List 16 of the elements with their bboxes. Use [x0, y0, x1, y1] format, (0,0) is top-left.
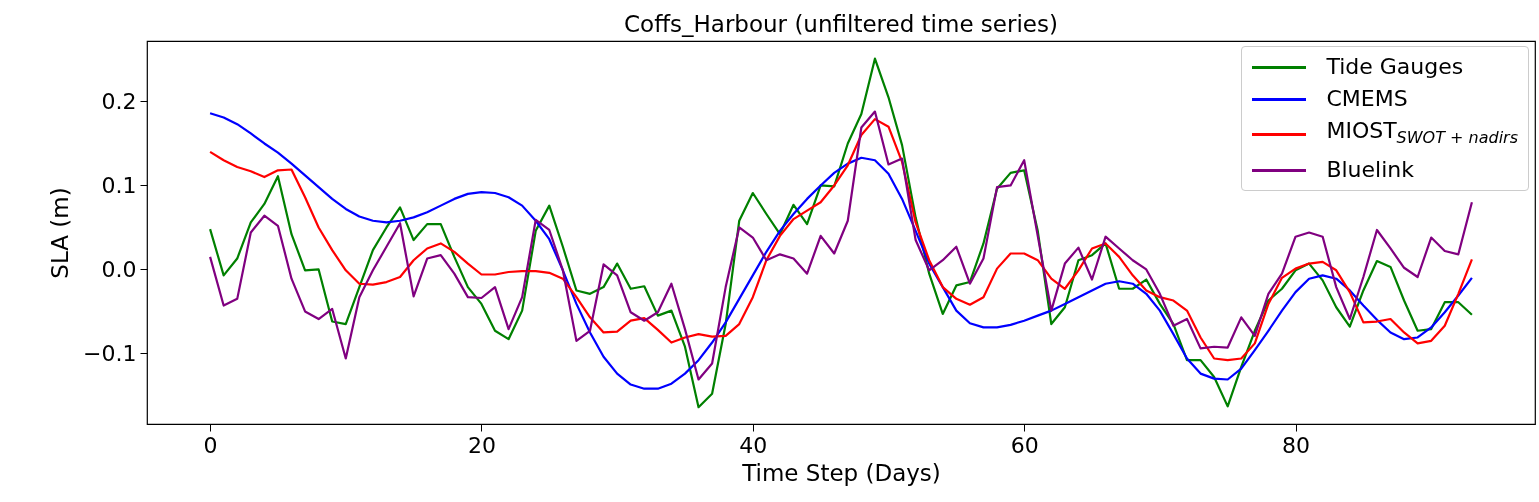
y-tick-label: 0.0 — [101, 256, 137, 282]
y-axis-title: SLA (m) — [47, 187, 74, 279]
y-tick-label: 0.2 — [101, 88, 137, 114]
chart-title: Coffs_Harbour (unfiltered time series) — [624, 11, 1058, 37]
legend-label: Tide Gauges — [1326, 53, 1464, 81]
x-tick-label: 60 — [1010, 432, 1039, 458]
x-axis-title: Time Step (Days) — [741, 459, 941, 486]
legend-label: Bluelink — [1326, 156, 1414, 185]
x-tick-label: 80 — [1282, 432, 1311, 458]
legend-label: CMEMS — [1326, 85, 1408, 113]
x-tick-label: 20 — [467, 432, 496, 458]
x-tick-label: 0 — [203, 432, 218, 458]
legend-label: MIOST$_{SWOT + nadirs}$ — [1326, 117, 1518, 150]
x-tick-label: 40 — [739, 432, 768, 458]
y-tick-label: −0.1 — [83, 340, 137, 366]
y-tick-label: 0.1 — [101, 172, 137, 198]
